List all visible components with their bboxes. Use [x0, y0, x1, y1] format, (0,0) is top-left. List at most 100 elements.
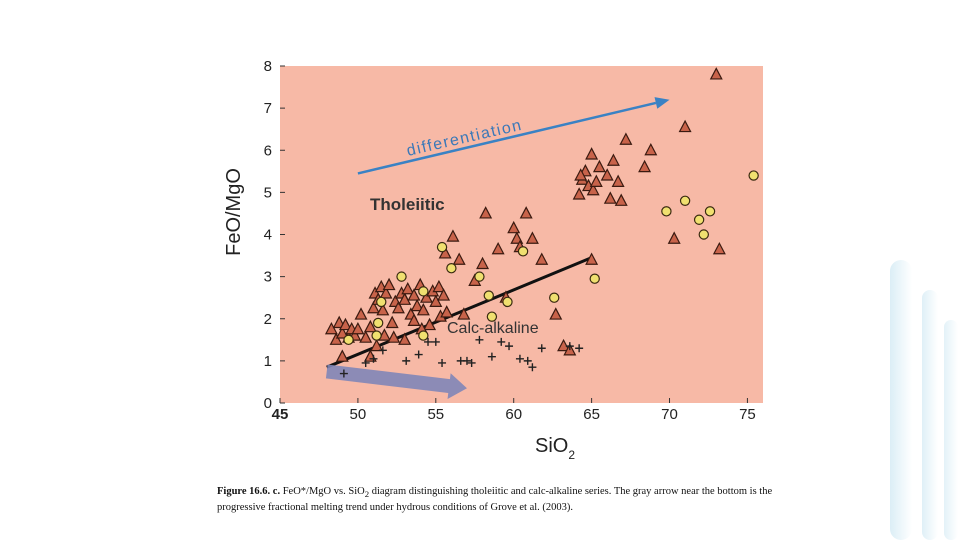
triangle-point [407, 313, 421, 326]
y-tick-label: 3 [264, 269, 272, 286]
triangle-point [586, 182, 600, 196]
plus-point [467, 358, 476, 367]
x-axis-label: SiO2 [535, 435, 575, 462]
triangle-point [438, 246, 452, 259]
triangle-point [491, 241, 505, 255]
triangle-point [611, 174, 625, 187]
triangle-point [398, 332, 412, 345]
calc-alkaline-label: Calc-alkaline [447, 320, 539, 337]
circle-point [502, 296, 513, 308]
x-axis-label-subscript: 2 [568, 448, 575, 462]
triangle-point [452, 252, 466, 265]
plot-area [280, 66, 763, 403]
triangle-point [419, 290, 433, 303]
circle-point [517, 246, 529, 257]
triangle-point [535, 252, 549, 265]
circle-point [372, 317, 384, 329]
triangle-point [603, 191, 617, 204]
plus-point [438, 358, 447, 367]
differentiation-arrowhead [654, 97, 670, 109]
plus-point [378, 346, 387, 355]
triangle-point [387, 330, 401, 343]
triangle-point [385, 315, 399, 329]
plus-point [361, 358, 370, 367]
differentiation-arrow [357, 101, 657, 175]
x-tick-label: 60 [505, 406, 522, 423]
triangle-point [667, 231, 681, 244]
triangle-point [585, 147, 599, 160]
circle-point [679, 195, 691, 206]
plus-point [339, 369, 348, 378]
triangle-point [712, 241, 726, 255]
triangle-point [525, 231, 539, 244]
caption-subscript: 2 [364, 489, 370, 500]
triangle-point [592, 159, 606, 173]
circle-point [418, 286, 429, 297]
y-tick-label: 2 [264, 311, 272, 328]
x-tick-label: 45 [272, 406, 289, 423]
triangle-point [574, 168, 588, 181]
x-tick-label: 50 [350, 406, 367, 423]
triangle-point [437, 288, 451, 301]
plus-point [475, 335, 484, 344]
plus-point [424, 337, 433, 346]
y-tick-label: 6 [264, 142, 272, 159]
circle-point [376, 296, 387, 308]
triangle-point [370, 338, 384, 352]
triangle-point [589, 174, 603, 187]
figure-caption: Figure 16.6. c. FeO*/MgO vs. SiO2 diagra… [217, 485, 777, 514]
triangle-point [549, 307, 563, 320]
plus-point [431, 337, 440, 346]
triangle-point [572, 187, 586, 200]
triangle-point [398, 292, 412, 305]
plus-point [462, 356, 471, 365]
caption-figure-number: Figure 16.6. c. [217, 486, 281, 497]
triangle-point [351, 321, 365, 335]
arrow-layer [325, 97, 670, 400]
triangle-point [519, 206, 533, 219]
circle-point [371, 330, 382, 341]
decorative-stripes [890, 260, 958, 540]
triangle-point [476, 256, 490, 270]
melting-trend-arrow [325, 364, 467, 400]
triangle-point [359, 330, 373, 343]
y-axis-label: FeO/MgO [223, 168, 245, 256]
triangle-point [410, 298, 424, 312]
triangle-point [507, 220, 521, 234]
circle-point [418, 330, 429, 341]
triangle-point [391, 300, 405, 314]
triangle-point [585, 252, 599, 265]
triangle-point [557, 338, 571, 352]
triangle-point [382, 277, 396, 291]
x-tick-label: 65 [583, 406, 600, 423]
triangle-point [363, 319, 377, 333]
triangle-point [423, 317, 437, 331]
data-points [324, 67, 759, 378]
circle-point [704, 206, 716, 217]
triangle-point [614, 193, 628, 206]
y-tick-label: 8 [264, 58, 272, 75]
triangle-point [446, 229, 460, 242]
series-divider-line [326, 256, 593, 369]
triangle-point [324, 321, 338, 335]
triangle-point [600, 168, 614, 181]
circle-point [343, 334, 354, 346]
plus-point [528, 363, 537, 372]
triangle-point [678, 119, 692, 133]
y-tick-label: 1 [264, 353, 272, 370]
plus-point [402, 356, 411, 365]
circle-point [698, 229, 709, 240]
circle-point [486, 311, 498, 322]
plus-point [565, 342, 574, 351]
x-tick-label: 55 [427, 406, 444, 423]
y-tick-label: 0 [264, 395, 272, 412]
triangle-point [354, 307, 368, 320]
triangle-point [709, 67, 723, 80]
triangle-point [329, 332, 343, 345]
triangle-point [644, 142, 658, 156]
circle-point [549, 292, 560, 303]
triangle-point [338, 317, 352, 331]
circle-point [748, 170, 759, 181]
x-tick-label: 70 [661, 406, 678, 423]
